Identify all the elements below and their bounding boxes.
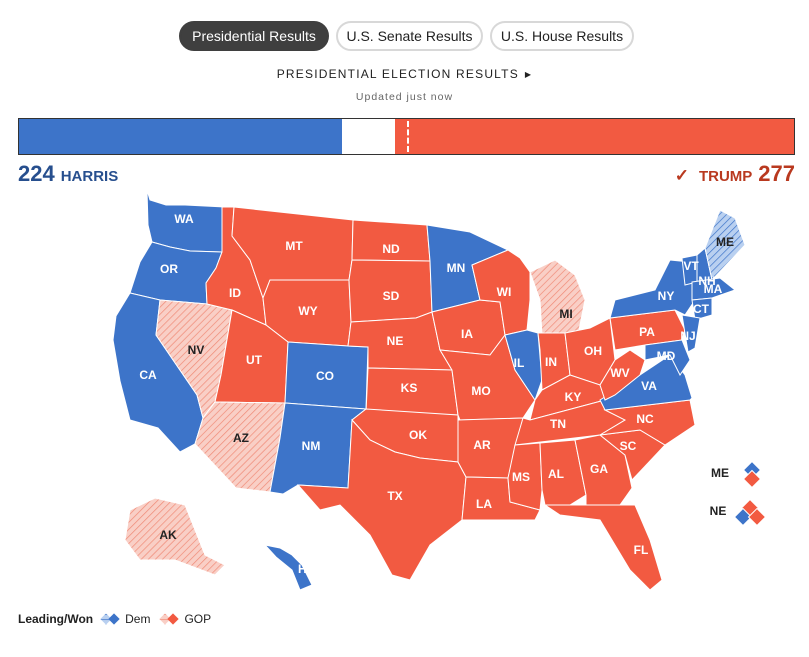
state-mi[interactable] [529,259,586,336]
state-co[interactable] [284,341,369,410]
dem-electoral-count: 224 [18,161,55,186]
dem-total: 224 HARRIS [18,161,124,187]
caret-right-icon: ▶ [524,70,533,79]
state-label-mt: MT [285,239,303,253]
gop-legend-swatch-icon [159,613,180,625]
state-label-wy: WY [298,304,317,318]
state-fl[interactable] [543,504,663,591]
state-label-nm: NM [302,439,321,453]
state-label-oh: OH [584,344,602,358]
state-label-co: CO [316,369,334,383]
state-label-va: VA [641,379,657,393]
state-label-ne: NE [387,334,404,348]
legend-dem-text: Dem [125,612,151,626]
state-label-ct: CT [693,302,710,316]
district-label-ne: NE [710,504,727,518]
legend-gop-text: GOP [184,612,212,626]
state-label-ca: CA [139,368,157,382]
state-label-vt: VT [683,259,699,273]
state-label-wi: WI [497,285,512,299]
state-label-mo: MO [471,384,490,398]
dem-candidate-name: HARRIS [60,168,119,185]
state-label-nd: ND [382,242,400,256]
state-me[interactable] [704,209,746,282]
state-label-id: ID [229,286,241,300]
state-ct[interactable] [691,297,713,321]
state-label-hi: HI [298,562,310,576]
state-label-nv: NV [188,343,205,357]
state-label-md: MD [657,349,676,363]
gop-candidate-name: TRUMP [698,168,753,185]
district-ne-1[interactable] [733,507,753,527]
tab-senate-results[interactable]: U.S. Senate Results [336,21,483,51]
state-label-ks: KS [401,381,418,395]
state-nc[interactable] [599,399,696,446]
state-label-tx: TX [387,489,402,503]
legend-label: Leading/Won [18,612,94,626]
district-label-me: ME [711,466,729,480]
state-label-il: IL [514,356,525,370]
dem-bar-fill [19,119,342,154]
state-ma[interactable] [691,277,737,301]
state-label-ky: KY [565,390,582,404]
state-label-ma: MA [704,282,723,296]
state-label-fl: FL [634,543,649,557]
state-label-ar: AR [473,438,491,452]
state-tx[interactable] [296,418,467,581]
state-label-ms: MS [512,470,530,484]
state-label-ok: OK [409,428,427,442]
state-label-la: LA [476,497,492,511]
state-label-me: ME [716,235,734,249]
presidential-results-link[interactable]: PRESIDENTIAL ELECTION RESULTS ▶ [0,67,809,81]
state-label-al: AL [548,467,564,481]
state-label-or: OR [160,262,178,276]
state-label-tn: TN [550,417,566,431]
gop-bar-fill [394,119,794,154]
state-label-ia: IA [461,327,473,341]
state-mo[interactable] [439,333,536,421]
state-label-sd: SD [383,289,400,303]
state-label-pa: PA [639,325,655,339]
majority-marker [406,121,409,152]
us-election-map: WA OR CA NV ID MT WY UT AZ CO NM ND SD NE KS OK TX MN IA MO… [112,189,767,591]
state-label-nc: NC [636,412,654,426]
state-label-wv: WV [610,366,629,380]
state-ny[interactable] [609,259,696,319]
state-nj[interactable] [681,314,701,353]
state-label-az: AZ [233,431,249,445]
state-label-ut: UT [246,353,263,367]
winner-check-icon: ✓ [674,166,689,185]
state-label-nh: NH [698,274,715,288]
gop-total: ✓ TRUMP 277 [675,161,795,187]
updated-timestamp: Updated just now [355,91,454,103]
gop-electoral-count: 277 [758,161,795,186]
state-label-wa: WA [174,212,194,226]
state-label-nj: NJ [680,329,695,343]
state-az[interactable] [194,401,286,493]
results-title: PRESIDENTIAL ELECTION RESULTS [276,67,519,81]
district-me-1[interactable] [742,469,762,489]
state-label-in: IN [545,355,557,369]
state-label-mi: MI [559,307,572,321]
state-hi[interactable] [263,544,313,591]
tab-presidential-results[interactable]: Presidential Results [179,21,329,51]
dem-legend-swatch-icon [100,613,120,625]
tab-house-results[interactable]: U.S. House Results [490,21,634,51]
district-ne-2[interactable] [747,507,767,527]
results-tabs: Presidential Results U.S. Senate Results… [0,21,809,53]
state-ak[interactable] [124,497,226,576]
state-va[interactable] [599,354,693,411]
electoral-vote-bar [18,118,795,155]
state-label-ak: AK [159,528,177,542]
map-legend: Leading/Won Dem GOP [18,612,219,626]
state-wv[interactable] [599,349,646,401]
state-md[interactable] [644,339,691,376]
state-label-ny: NY [658,289,675,303]
state-wi[interactable] [471,249,531,336]
state-label-sc: SC [620,439,637,453]
state-label-mn: MN [447,261,466,275]
state-label-ga: GA [590,462,608,476]
